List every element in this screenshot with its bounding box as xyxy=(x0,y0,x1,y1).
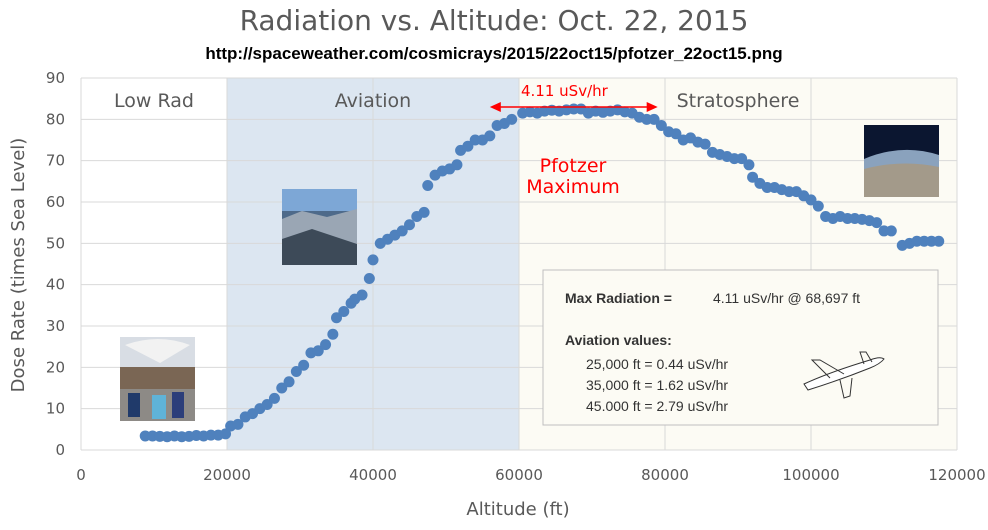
data-point xyxy=(484,130,496,142)
data-point xyxy=(885,225,897,237)
data-point xyxy=(396,225,408,237)
data-point xyxy=(451,159,463,171)
data-point xyxy=(699,138,711,150)
max-radiation-label: Max Radiation = xyxy=(565,290,672,306)
y-tick-label: 70 xyxy=(46,152,65,170)
data-point xyxy=(747,171,759,183)
y-tick-label: 30 xyxy=(46,317,65,335)
pfotzer-label-line1: Pfotzer xyxy=(540,155,607,177)
arrow-right-head xyxy=(646,102,658,112)
data-point xyxy=(871,217,883,229)
data-point xyxy=(290,365,302,377)
y-tick-label: 50 xyxy=(46,234,65,252)
data-point xyxy=(506,113,518,125)
aviation-values-heading: Aviation values: xyxy=(565,332,672,348)
y-tick-label: 10 xyxy=(46,400,65,418)
data-point xyxy=(655,120,667,132)
y-tick-label: 20 xyxy=(46,358,65,376)
data-point xyxy=(327,328,339,340)
data-point xyxy=(220,428,232,440)
chart-title: Radiation vs. Altitude: Oct. 22, 2015 xyxy=(239,4,749,37)
data-points xyxy=(139,103,945,443)
data-point xyxy=(648,113,660,125)
data-point xyxy=(736,153,748,165)
axes: 0 10 20 30 40 50 60 70 80 90 0 20000 40000 60000 80000… xyxy=(46,69,986,484)
data-point xyxy=(298,359,310,371)
info-box: Max Radiation = 4.11 uSv/hr @ 68,697 ft … xyxy=(542,269,939,426)
data-point xyxy=(276,382,288,394)
data-point xyxy=(418,206,430,218)
x-tick-label: 80000 xyxy=(641,466,689,484)
data-point xyxy=(422,179,434,191)
aviation-altitude-photo xyxy=(282,189,357,265)
x-tick-label: 0 xyxy=(76,466,86,484)
data-point xyxy=(462,140,474,152)
y-tick-label: 80 xyxy=(46,110,65,128)
data-point xyxy=(812,200,824,212)
aviation-value-line: 35,000 ft = 1.62 uSv/hr xyxy=(586,377,728,393)
balloon-launch-photo xyxy=(120,337,195,421)
pfotzer-label-line2: Maximum xyxy=(526,176,620,198)
data-point xyxy=(670,128,682,140)
data-point xyxy=(805,194,817,206)
max-radiation-value: 4.11 uSv/hr @ 68,697 ft xyxy=(713,290,860,306)
pfotzer-annotation: 4.11 uSv/hr Pfotzer Maximum xyxy=(489,82,658,198)
data-point xyxy=(261,399,273,411)
aviation-value-line: 25,000 ft = 0.44 uSv/hr xyxy=(586,356,728,372)
data-point xyxy=(338,306,350,318)
data-point xyxy=(367,254,379,266)
data-point xyxy=(312,345,324,357)
data-point xyxy=(232,418,244,430)
y-tick-label: 40 xyxy=(46,276,65,294)
data-point xyxy=(743,159,755,171)
data-point xyxy=(356,289,368,301)
data-point xyxy=(320,339,332,351)
region-label: Low Rad xyxy=(114,90,194,112)
x-tick-label: 40000 xyxy=(349,466,397,484)
chart-subtitle-url: http://spaceweather.com/cosmicrays/2015/… xyxy=(205,44,783,63)
x-tick-label: 20000 xyxy=(203,466,251,484)
data-point xyxy=(283,376,295,388)
region-label: Stratosphere xyxy=(677,90,800,112)
peak-label: 4.11 uSv/hr xyxy=(521,82,609,100)
y-tick-label: 60 xyxy=(46,193,65,211)
x-tick-label: 60000 xyxy=(495,466,543,484)
arrow-left-head xyxy=(489,102,501,112)
x-axis-title: Altitude (ft) xyxy=(466,499,569,520)
data-point xyxy=(933,235,945,247)
y-tick-label: 90 xyxy=(46,69,65,87)
airplane-sketch xyxy=(803,351,885,399)
region-labels: Low Rad Aviation Stratosphere xyxy=(114,90,799,112)
data-point xyxy=(268,392,280,404)
data-point xyxy=(404,219,415,231)
y-axis-title: Dose Rate (times Sea Level) xyxy=(8,138,29,393)
x-tick-label: 100000 xyxy=(782,466,839,484)
x-tick-label: 120000 xyxy=(928,466,985,484)
region-label: Aviation xyxy=(335,90,411,112)
data-point xyxy=(331,312,342,324)
stratosphere-photo xyxy=(864,125,939,197)
y-tick-label: 0 xyxy=(55,441,65,459)
data-point xyxy=(363,272,375,284)
aviation-value-line: 45.000 ft = 2.79 uSv/hr xyxy=(586,398,728,414)
